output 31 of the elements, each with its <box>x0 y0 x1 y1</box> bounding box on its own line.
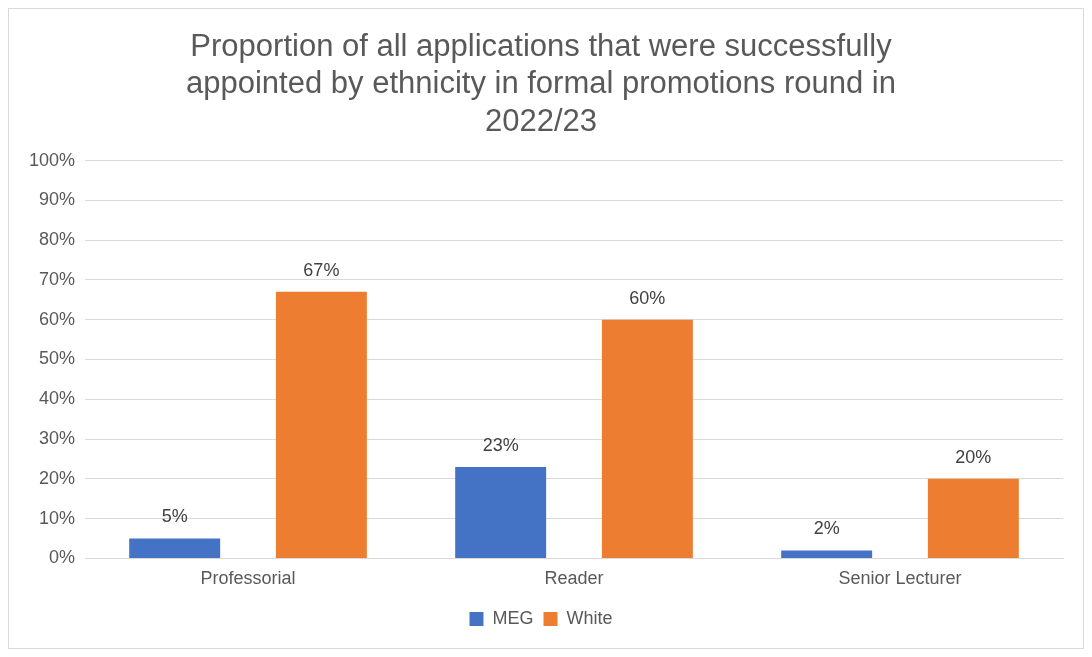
y-tick-label: 60% <box>39 308 76 329</box>
y-tick-label: 30% <box>39 428 76 449</box>
y-tick-label: 10% <box>39 507 76 528</box>
bar <box>781 550 873 558</box>
text: Proportion of all applications that were successfully <box>190 28 892 64</box>
data-label: 60% <box>629 287 666 308</box>
text: 2022/23 <box>484 102 598 138</box>
x-tick-label: Senior Lecturer <box>838 568 962 589</box>
x-tick-label: Professorial <box>200 568 296 589</box>
y-tick-label: 100% <box>28 149 76 170</box>
y-tick-label: 70% <box>39 268 76 289</box>
bar <box>275 291 367 558</box>
y-tick-label: 0% <box>49 547 76 568</box>
x-tick-label: Reader <box>544 568 604 589</box>
data-label: 23% <box>482 434 519 455</box>
bar <box>129 538 221 558</box>
y-tick-label: 50% <box>39 348 76 369</box>
data-label: 2% <box>813 518 840 539</box>
data-label: 5% <box>161 506 188 527</box>
legend-label: MEG <box>492 607 534 628</box>
data-label: 20% <box>955 446 992 467</box>
bar <box>601 319 693 558</box>
text: appointed by ethnicity in formal promotions round in <box>186 65 896 101</box>
y-tick-label: 20% <box>39 467 76 488</box>
legend-label: White <box>566 607 613 628</box>
y-tick-label: 90% <box>39 189 76 210</box>
bar <box>455 466 547 558</box>
data-label: 67% <box>303 259 340 280</box>
y-tick-label: 80% <box>39 229 76 250</box>
bar <box>927 478 1019 558</box>
y-tick-label: 40% <box>39 388 76 409</box>
